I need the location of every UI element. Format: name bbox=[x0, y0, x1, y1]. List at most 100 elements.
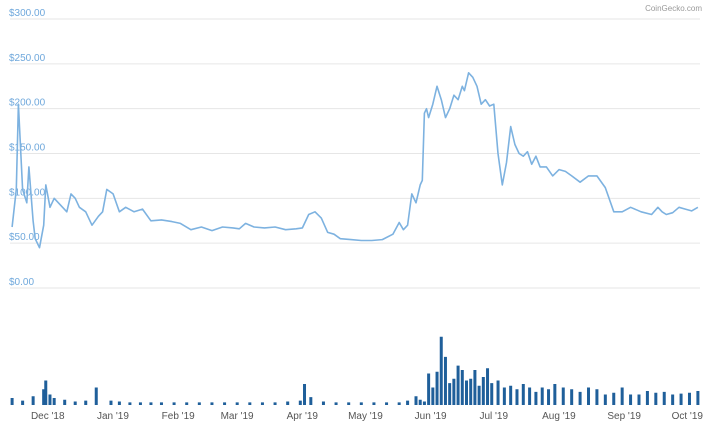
volume-bar bbox=[385, 402, 389, 405]
volume-bar bbox=[44, 380, 48, 405]
x-tick-label: Oct '19 bbox=[672, 411, 704, 422]
volume-bar bbox=[553, 384, 557, 405]
y-tick-label: $0.00 bbox=[9, 277, 34, 288]
volume-bar bbox=[84, 400, 88, 405]
volume-bar bbox=[547, 389, 551, 405]
volume-bar bbox=[456, 365, 460, 405]
volume-bar bbox=[528, 387, 532, 405]
volume-bar bbox=[629, 394, 633, 405]
volume-bar bbox=[414, 396, 418, 405]
volume-bar bbox=[109, 400, 113, 405]
volume-bar bbox=[620, 387, 624, 405]
volume-bar bbox=[448, 383, 452, 405]
volume-bar bbox=[334, 402, 338, 405]
volume-bar bbox=[397, 402, 401, 405]
volume-bar bbox=[671, 394, 675, 405]
volume-bar bbox=[486, 368, 490, 405]
volume-bar bbox=[52, 398, 56, 405]
volume-bar bbox=[197, 402, 201, 405]
x-tick-label: Feb '19 bbox=[162, 411, 195, 422]
volume-bar bbox=[464, 380, 468, 405]
x-tick-label: Dec '18 bbox=[31, 411, 65, 422]
volume-bar bbox=[172, 402, 176, 405]
volume-bar bbox=[469, 378, 473, 405]
volume-bar bbox=[612, 392, 616, 405]
volume-bar bbox=[561, 387, 565, 405]
volume-bar bbox=[570, 389, 574, 405]
volume-bar bbox=[309, 397, 313, 405]
volume-bar bbox=[273, 402, 277, 405]
volume-bar bbox=[347, 402, 351, 405]
volume-bar bbox=[128, 402, 132, 405]
x-tick-label: Sep '19 bbox=[607, 411, 641, 422]
volume-bar bbox=[490, 383, 494, 405]
volume-bar bbox=[696, 391, 700, 405]
price-line bbox=[11, 72, 699, 249]
volume-bar bbox=[260, 402, 264, 405]
grid-layer bbox=[10, 18, 700, 289]
volume-bar bbox=[687, 392, 691, 405]
volume-bar bbox=[138, 402, 142, 405]
volume-bar bbox=[443, 356, 447, 405]
volume-bar bbox=[48, 394, 52, 405]
credit-label: CoinGecko.com bbox=[645, 4, 702, 13]
x-tick-label: Jun '19 bbox=[415, 411, 447, 422]
volume-bar bbox=[460, 370, 464, 405]
volume-bar bbox=[540, 387, 544, 405]
volume-bar bbox=[578, 391, 582, 405]
volume-bar bbox=[73, 401, 77, 405]
x-tick-label: Mar '19 bbox=[221, 411, 254, 422]
volume-bar bbox=[515, 389, 519, 405]
volume-bar bbox=[645, 391, 649, 405]
volume-bar bbox=[117, 401, 121, 405]
volume-bar bbox=[286, 401, 290, 405]
volume-bar bbox=[321, 401, 325, 405]
volume-bar bbox=[248, 402, 252, 405]
x-axis-labels: Dec '18 Jan '19 Feb '19 Mar '19 Apr '19 May '… bbox=[31, 411, 703, 422]
volume-bar bbox=[662, 391, 666, 405]
x-tick-label: Jul '19 bbox=[479, 411, 508, 422]
volume-bar bbox=[427, 373, 431, 405]
y-tick-label: $200.00 bbox=[9, 98, 46, 109]
volume-bar bbox=[473, 370, 477, 405]
price-line-layer bbox=[11, 72, 699, 249]
volume-bar bbox=[298, 400, 302, 405]
volume-bar bbox=[185, 402, 189, 405]
x-tick-label: Apr '19 bbox=[287, 411, 319, 422]
x-tick-label: Jan '19 bbox=[97, 411, 129, 422]
volume-bar bbox=[210, 402, 214, 405]
volume-bar bbox=[509, 385, 513, 405]
volume-bar bbox=[481, 377, 485, 405]
volume-bar bbox=[42, 389, 46, 405]
volume-bar bbox=[431, 387, 435, 405]
y-tick-label: $150.00 bbox=[9, 143, 46, 154]
y-tick-label: $250.00 bbox=[9, 53, 46, 64]
volume-bar bbox=[159, 402, 163, 405]
volume-bar bbox=[418, 399, 422, 405]
volume-bar bbox=[94, 387, 98, 405]
volume-bars bbox=[10, 336, 700, 405]
volume-bar bbox=[372, 402, 376, 405]
volume-bar bbox=[63, 399, 67, 405]
volume-bar bbox=[534, 391, 538, 405]
volume-bar bbox=[303, 384, 307, 405]
volume-bar bbox=[422, 401, 426, 405]
volume-bar bbox=[435, 371, 439, 405]
volume-bar bbox=[637, 394, 641, 405]
volume-bar bbox=[406, 400, 410, 405]
volume-bar bbox=[521, 384, 525, 405]
volume-bar bbox=[359, 402, 363, 405]
y-tick-label: $300.00 bbox=[9, 8, 46, 19]
volume-bar bbox=[21, 400, 25, 405]
volume-bar bbox=[223, 402, 227, 405]
volume-bar bbox=[10, 398, 14, 405]
volume-bar bbox=[149, 402, 153, 405]
volume-bar bbox=[587, 387, 591, 405]
volume-bar bbox=[654, 392, 658, 405]
volume-bar bbox=[477, 385, 481, 405]
y-tick-label: $50.00 bbox=[9, 232, 40, 243]
volume-bar bbox=[452, 378, 456, 405]
x-tick-label: May '19 bbox=[348, 411, 383, 422]
